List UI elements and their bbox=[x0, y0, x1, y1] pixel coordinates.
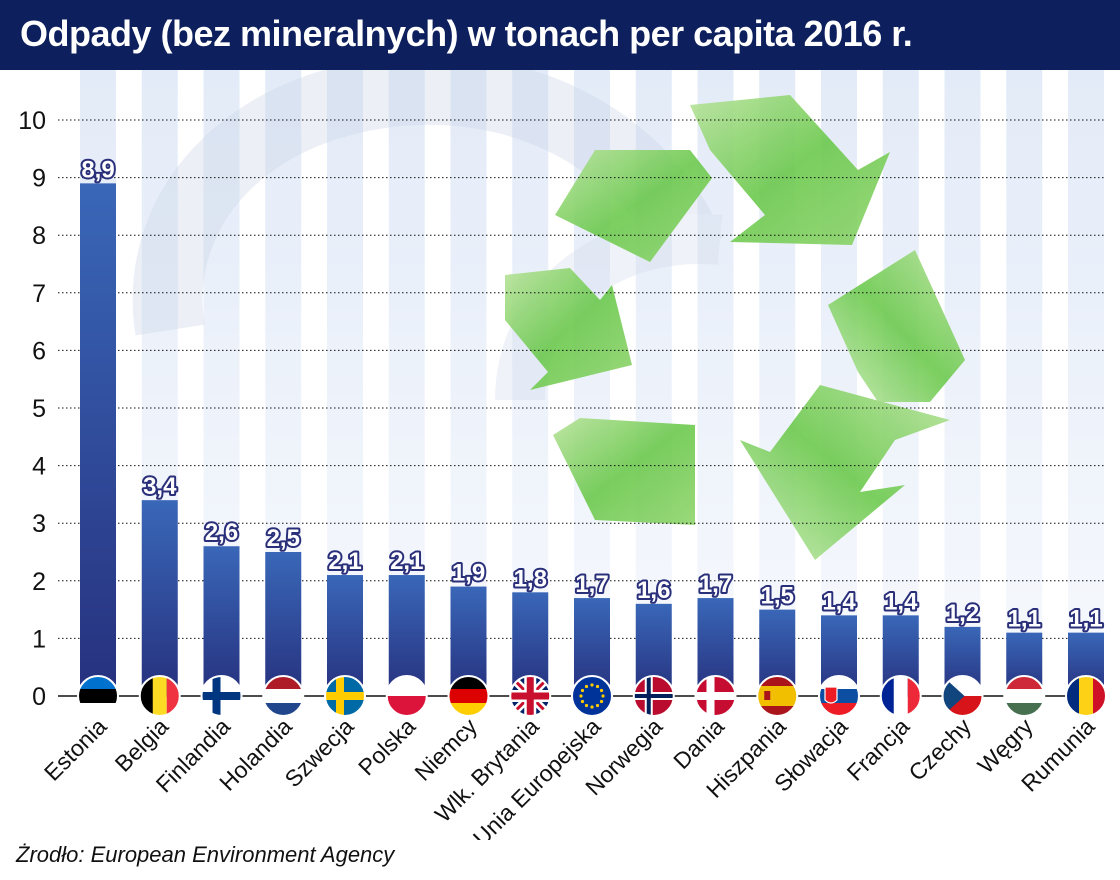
estonia-flag-icon bbox=[77, 675, 119, 717]
value-label: 1,9 bbox=[452, 560, 485, 587]
background-stripe bbox=[1068, 70, 1104, 698]
value-label: 1,1 bbox=[1069, 606, 1102, 633]
value-label: 1,2 bbox=[946, 600, 979, 627]
slovakia-flag-icon bbox=[818, 675, 860, 717]
y-tick-label: 6 bbox=[32, 337, 46, 365]
chart-title: Odpady (bez mineralnych) w tonach per ca… bbox=[20, 13, 913, 54]
bar-1 bbox=[80, 183, 116, 697]
bar-chart: 0 1 2 3 4 5 6 7 8 9 10 8,9 3,4 2,6 2,5 2,1 2,1 1,9 1,8 1,7… bbox=[18, 70, 1107, 840]
netherlands-flag-icon bbox=[262, 675, 305, 717]
value-label: 1,1 bbox=[1008, 606, 1041, 633]
value-label: 1,5 bbox=[761, 583, 794, 610]
y-tick-label: 5 bbox=[32, 395, 46, 423]
y-tick-label: 7 bbox=[32, 280, 46, 308]
y-tick-label: 2 bbox=[32, 568, 46, 596]
value-label: 1,7 bbox=[699, 571, 732, 598]
value-label: 2,6 bbox=[205, 519, 238, 546]
category-label: Czechy bbox=[903, 713, 976, 786]
eu-flag-icon bbox=[571, 675, 613, 717]
germany-flag-icon bbox=[447, 675, 490, 717]
romania-flag-icon bbox=[1065, 675, 1107, 717]
value-label: 2,1 bbox=[390, 548, 423, 575]
value-label: 8,9 bbox=[81, 156, 114, 183]
bar-3 bbox=[203, 546, 240, 696]
norway-flag-icon bbox=[632, 675, 675, 717]
category-label: Polska bbox=[353, 713, 420, 780]
finland-flag-icon bbox=[200, 675, 243, 717]
value-label: 1,4 bbox=[822, 588, 856, 615]
y-tick-label: 0 bbox=[32, 683, 46, 711]
bar-2 bbox=[141, 500, 178, 696]
category-label: Francja bbox=[842, 713, 915, 786]
sweden-flag-icon bbox=[324, 675, 366, 717]
value-label: 3,4 bbox=[143, 473, 177, 500]
bar-4 bbox=[265, 552, 302, 696]
value-label: 2,1 bbox=[328, 548, 361, 575]
value-label: 1,6 bbox=[637, 577, 670, 604]
belgium-flag-icon bbox=[138, 675, 181, 717]
y-tick-label: 9 bbox=[32, 165, 46, 193]
uk-flag-icon bbox=[509, 675, 552, 717]
y-tick-label: 1 bbox=[32, 625, 46, 653]
value-label: 1,7 bbox=[575, 571, 608, 598]
source-note: Żrodło: European Environment Agency bbox=[16, 842, 395, 867]
france-flag-icon bbox=[879, 675, 922, 717]
spain-flag-icon bbox=[756, 675, 799, 717]
poland-flag-icon bbox=[385, 675, 428, 717]
title-bar: Odpady (bez mineralnych) w tonach per ca… bbox=[0, 0, 1120, 70]
czechia-flag-icon bbox=[941, 675, 984, 717]
category-label: Szwecja bbox=[280, 713, 359, 792]
value-label: 2,5 bbox=[267, 525, 300, 552]
value-label: 1,4 bbox=[884, 588, 918, 615]
denmark-flag-icon bbox=[694, 675, 737, 717]
y-tick-label: 8 bbox=[32, 222, 46, 250]
y-tick-label: 10 bbox=[18, 107, 46, 135]
hungary-flag-icon bbox=[1003, 675, 1046, 717]
y-tick-label: 3 bbox=[32, 510, 46, 538]
y-tick-label: 4 bbox=[32, 453, 46, 481]
value-label: 1,8 bbox=[514, 565, 547, 592]
background-stripe bbox=[944, 70, 981, 698]
background-stripe bbox=[1006, 70, 1043, 698]
category-label: Estonia bbox=[39, 713, 112, 786]
